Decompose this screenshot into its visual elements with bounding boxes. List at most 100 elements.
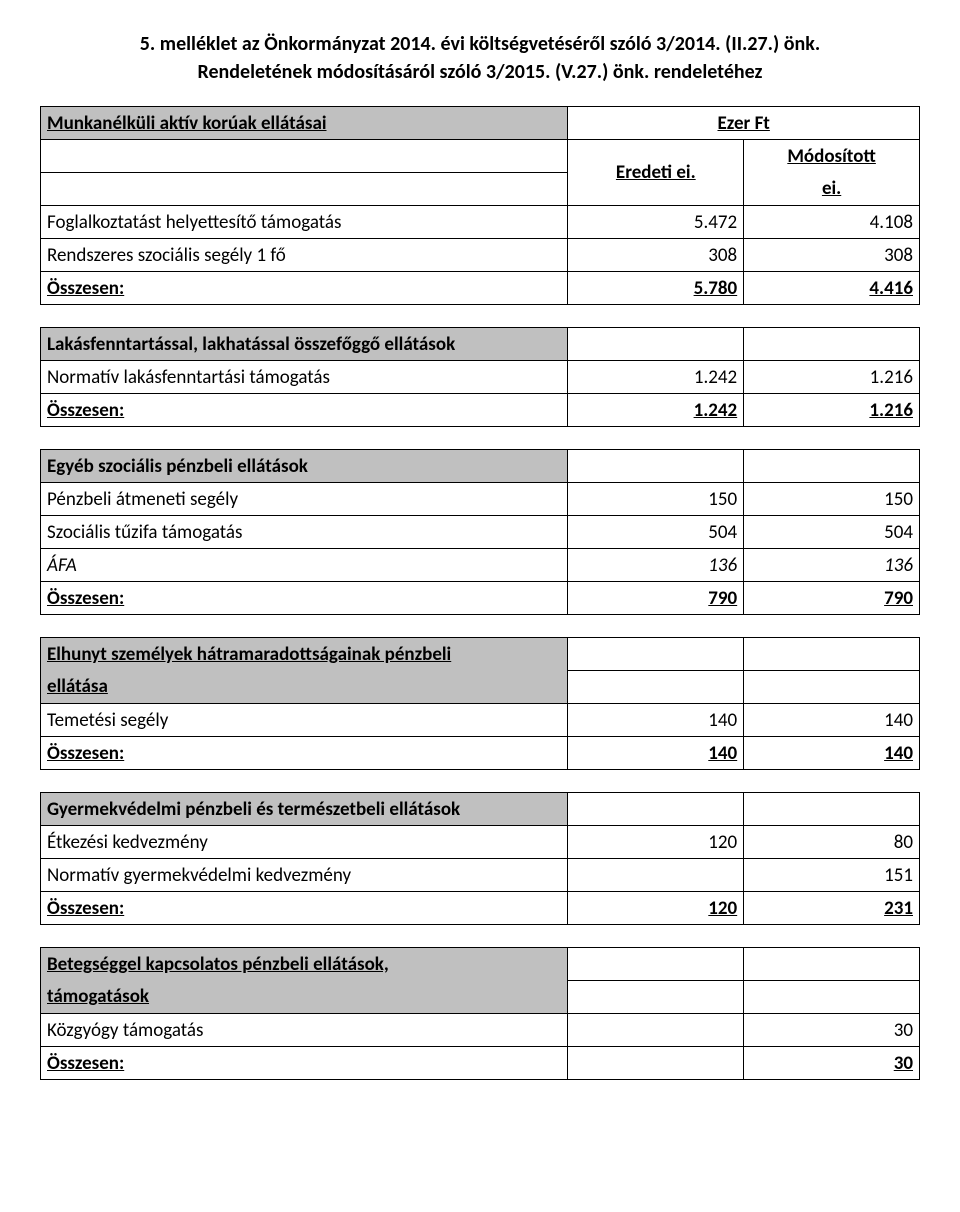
row-val1: 308 [568,239,744,272]
total-label: Összesen: [41,582,568,615]
empty-cell [744,671,920,704]
table-row-total: Összesen: 120 231 [41,892,920,925]
table-row: Pénzbeli átmeneti segély 150 150 [41,483,920,516]
table-row: támogatások [41,981,920,1014]
spacer-row [41,925,920,948]
spacer-row [41,770,920,793]
table-row-total: Összesen: 30 [41,1047,920,1080]
title-line1: 5. melléklet az Önkormányzat 2014. évi k… [140,32,820,56]
row-val2: 151 [744,859,920,892]
row-val2: 4.108 [744,206,920,239]
row-val2: 80 [744,826,920,859]
empty-cell [568,328,744,361]
row-val2: 30 [744,1014,920,1047]
col-eredeti: Eredeti ei. [568,140,744,206]
total-val1: 120 [568,892,744,925]
total-val1: 140 [568,737,744,770]
section-title-line2: ellátása [41,671,568,704]
total-label: Összesen: [41,394,568,427]
table-row-total: Összesen: 140 140 [41,737,920,770]
empty-cell [744,981,920,1014]
table-row: Gyermekvédelmi pénzbeli és természetbeli… [41,793,920,826]
empty-cell [744,450,920,483]
table-row: Eredeti ei. Módosított [41,140,920,173]
total-val1: 790 [568,582,744,615]
row-val1 [568,1014,744,1047]
row-val2: 136 [744,549,920,582]
row-label: Szociális tűzifa támogatás [41,516,568,549]
empty-cell [568,948,744,981]
section-title: Gyermekvédelmi pénzbeli és természetbeli… [41,793,568,826]
total-label: Összesen: [41,272,568,305]
budget-table: Munkanélküli aktív korúak ellátásai Ezer… [40,106,920,1080]
row-val1: 136 [568,549,744,582]
row-label: ÁFA [41,549,568,582]
total-val1 [568,1047,744,1080]
total-val1: 5.780 [568,272,744,305]
col-mod1: Módosított [744,140,920,173]
table-row: Közgyógy támogatás 30 [41,1014,920,1047]
table-row: ellátása [41,671,920,704]
section-title: Lakásfenntartással, lakhatással összefőg… [41,328,568,361]
empty-cell [744,638,920,671]
table-row: Lakásfenntartással, lakhatással összefőg… [41,328,920,361]
empty-cell [41,173,568,206]
page-title: 5. melléklet az Önkormányzat 2014. évi k… [40,30,920,86]
table-row-total: Összesen: 790 790 [41,582,920,615]
row-val2: 504 [744,516,920,549]
table-row: Temetési segély 140 140 [41,704,920,737]
row-label: Foglalkoztatást helyettesítő támogatás [41,206,568,239]
table-row: Normatív lakásfenntartási támogatás 1.24… [41,361,920,394]
row-val2: 140 [744,704,920,737]
table-row-total: Összesen: 1.242 1.216 [41,394,920,427]
row-val1: 150 [568,483,744,516]
empty-cell [568,450,744,483]
table-row: Elhunyt személyek hátramaradottságainak … [41,638,920,671]
row-val2: 150 [744,483,920,516]
table-row: Normatív gyermekvédelmi kedvezmény 151 [41,859,920,892]
table-row: Étkezési kedvezmény 120 80 [41,826,920,859]
total-label: Összesen: [41,1047,568,1080]
row-label: Normatív lakásfenntartási támogatás [41,361,568,394]
total-label: Összesen: [41,892,568,925]
row-val1: 140 [568,704,744,737]
empty-cell [41,140,568,173]
row-val1: 1.242 [568,361,744,394]
section-title-line1: Betegséggel kapcsolatos pénzbeli ellátás… [41,948,568,981]
total-val2: 4.416 [744,272,920,305]
row-label: Pénzbeli átmeneti segély [41,483,568,516]
empty-cell [568,793,744,826]
total-val2: 231 [744,892,920,925]
total-val2: 790 [744,582,920,615]
unit-label: Ezer Ft [568,107,920,140]
empty-cell [568,638,744,671]
empty-cell [744,793,920,826]
total-val1: 1.242 [568,394,744,427]
row-val2: 1.216 [744,361,920,394]
table-row: Rendszeres szociális segély 1 fő 308 308 [41,239,920,272]
section-title: Egyéb szociális pénzbeli ellátások [41,450,568,483]
total-label: Összesen: [41,737,568,770]
row-label: Étkezési kedvezmény [41,826,568,859]
table-row: ÁFA 136 136 [41,549,920,582]
total-val2: 140 [744,737,920,770]
total-val2: 30 [744,1047,920,1080]
table-row: Szociális tűzifa támogatás 504 504 [41,516,920,549]
table-row: Foglalkoztatást helyettesítő támogatás 5… [41,206,920,239]
section-title-line1: Elhunyt személyek hátramaradottságainak … [41,638,568,671]
table-row-total: Összesen: 5.780 4.416 [41,272,920,305]
title-line2: Rendeletének módosításáról szóló 3/2015.… [198,60,763,84]
spacer-row [41,427,920,450]
row-label: Temetési segély [41,704,568,737]
row-label: Rendszeres szociális segély 1 fő [41,239,568,272]
spacer-row [41,615,920,638]
table-row: Munkanélküli aktív korúak ellátásai Ezer… [41,107,920,140]
table-row: ei. [41,173,920,206]
empty-cell [568,981,744,1014]
row-val2: 308 [744,239,920,272]
col-mod2: ei. [744,173,920,206]
empty-cell [568,671,744,704]
spacer-row [41,305,920,328]
empty-cell [744,948,920,981]
total-val2: 1.216 [744,394,920,427]
